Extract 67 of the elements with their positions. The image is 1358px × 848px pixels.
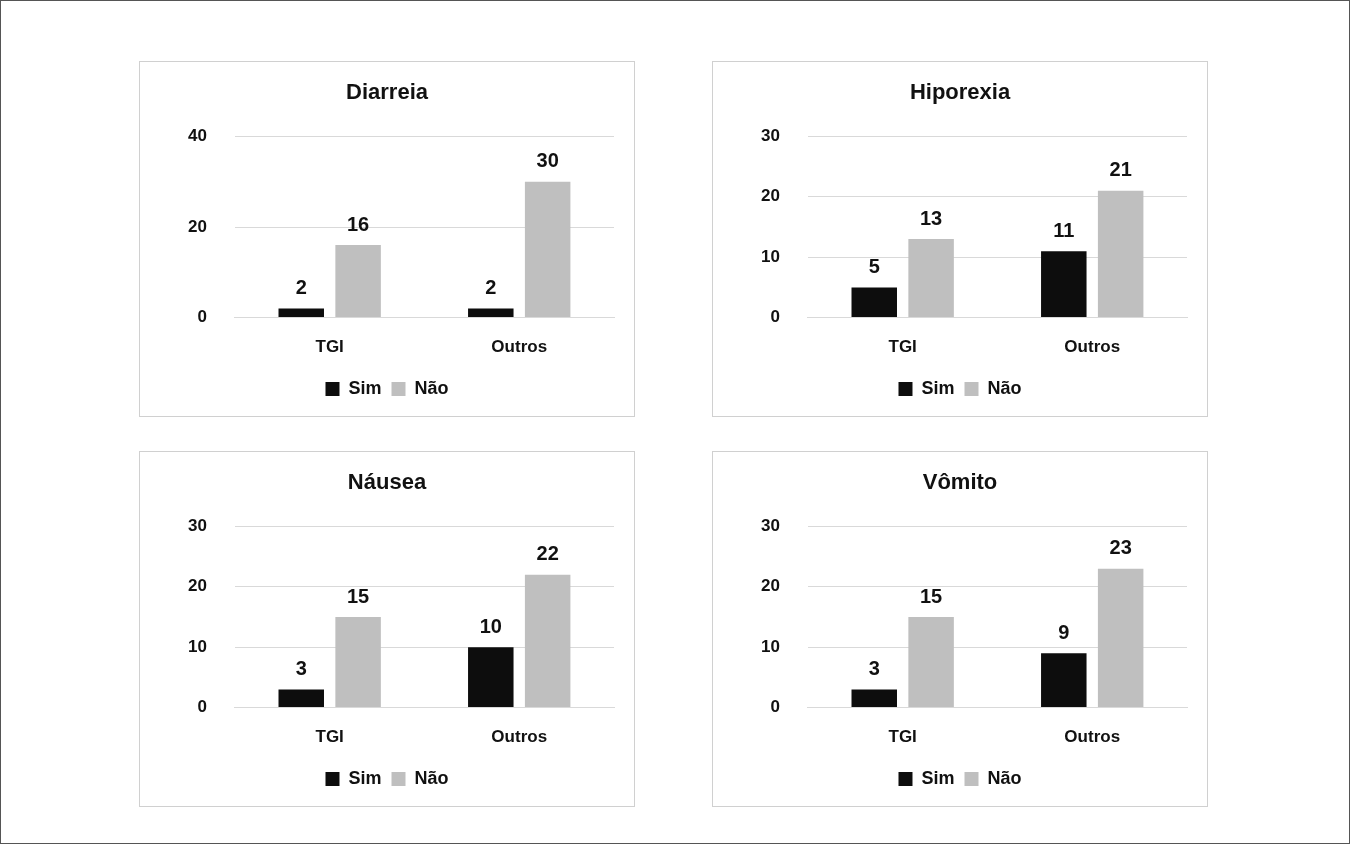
bar (908, 239, 954, 318)
y-tick-label: 30 (187, 516, 207, 536)
data-label: 23 (1109, 536, 1132, 559)
bar (468, 647, 514, 708)
bar (335, 245, 381, 318)
y-tick-label: 20 (760, 186, 780, 206)
y-tick-label: 0 (197, 307, 207, 327)
data-label: 21 (1109, 158, 1132, 181)
bar (524, 181, 571, 318)
data-label: 2 (485, 276, 497, 299)
legend-label: Não (414, 767, 449, 788)
data-label: 5 (868, 254, 880, 277)
y-tick-label: 10 (760, 246, 780, 266)
bar (851, 689, 897, 708)
legend-label: Sim (348, 377, 382, 398)
y-tick-label: 40 (187, 126, 207, 146)
x-tick-label: TGI (888, 337, 917, 357)
y-tick-label: 20 (760, 576, 780, 596)
data-label: 16 (346, 212, 370, 235)
bar (851, 287, 897, 318)
x-tick-label: Outros (1064, 337, 1121, 357)
chart-title: Hiporexia (909, 79, 1011, 105)
legend-label: Não (414, 377, 449, 398)
legend-label: Sim (921, 377, 955, 398)
x-tick-label: Outros (491, 727, 548, 747)
data-label: 15 (346, 584, 370, 607)
bar (278, 689, 324, 708)
y-tick-label: 10 (187, 636, 207, 656)
y-tick-label: 20 (187, 576, 207, 596)
chart-title: Diarreia (346, 79, 429, 105)
legend-label: Sim (348, 767, 382, 788)
data-label: 13 (919, 206, 943, 229)
legend-label: Não (987, 377, 1022, 398)
bar (335, 617, 381, 708)
data-label: 3 (295, 657, 307, 679)
x-tick-label: TGI (315, 727, 344, 747)
chart-title: Vômito (922, 469, 998, 495)
legend-label: Não (987, 767, 1022, 788)
x-tick-label: TGI (888, 727, 917, 747)
data-label: 3 (868, 657, 880, 679)
y-tick-label: 30 (760, 126, 780, 146)
y-tick-label: 30 (760, 516, 780, 536)
bar (468, 308, 514, 318)
chart-title: Náusea (347, 469, 427, 495)
bar (1097, 568, 1144, 708)
bar (524, 574, 571, 708)
data-label: 22 (536, 542, 559, 565)
data-label: 15 (919, 584, 943, 607)
x-tick-label: Outros (1064, 727, 1121, 747)
x-tick-label: Outros (491, 337, 548, 357)
y-tick-label: 0 (770, 697, 780, 717)
data-label: 11 (1053, 218, 1075, 241)
bar (1097, 190, 1144, 318)
x-tick-label: TGI (315, 337, 344, 357)
y-tick-label: 20 (187, 216, 207, 236)
bar (278, 308, 324, 318)
bar (908, 617, 954, 708)
bar (1041, 251, 1087, 318)
y-tick-label: 0 (770, 307, 780, 327)
data-label: 30 (536, 149, 559, 172)
y-tick-label: 10 (760, 636, 780, 656)
data-label: 2 (295, 276, 307, 299)
bar (1041, 653, 1087, 708)
data-label: 10 (479, 614, 502, 637)
legend-label: Sim (921, 767, 955, 788)
y-tick-label: 0 (197, 697, 207, 717)
data-label: 9 (1058, 620, 1070, 643)
